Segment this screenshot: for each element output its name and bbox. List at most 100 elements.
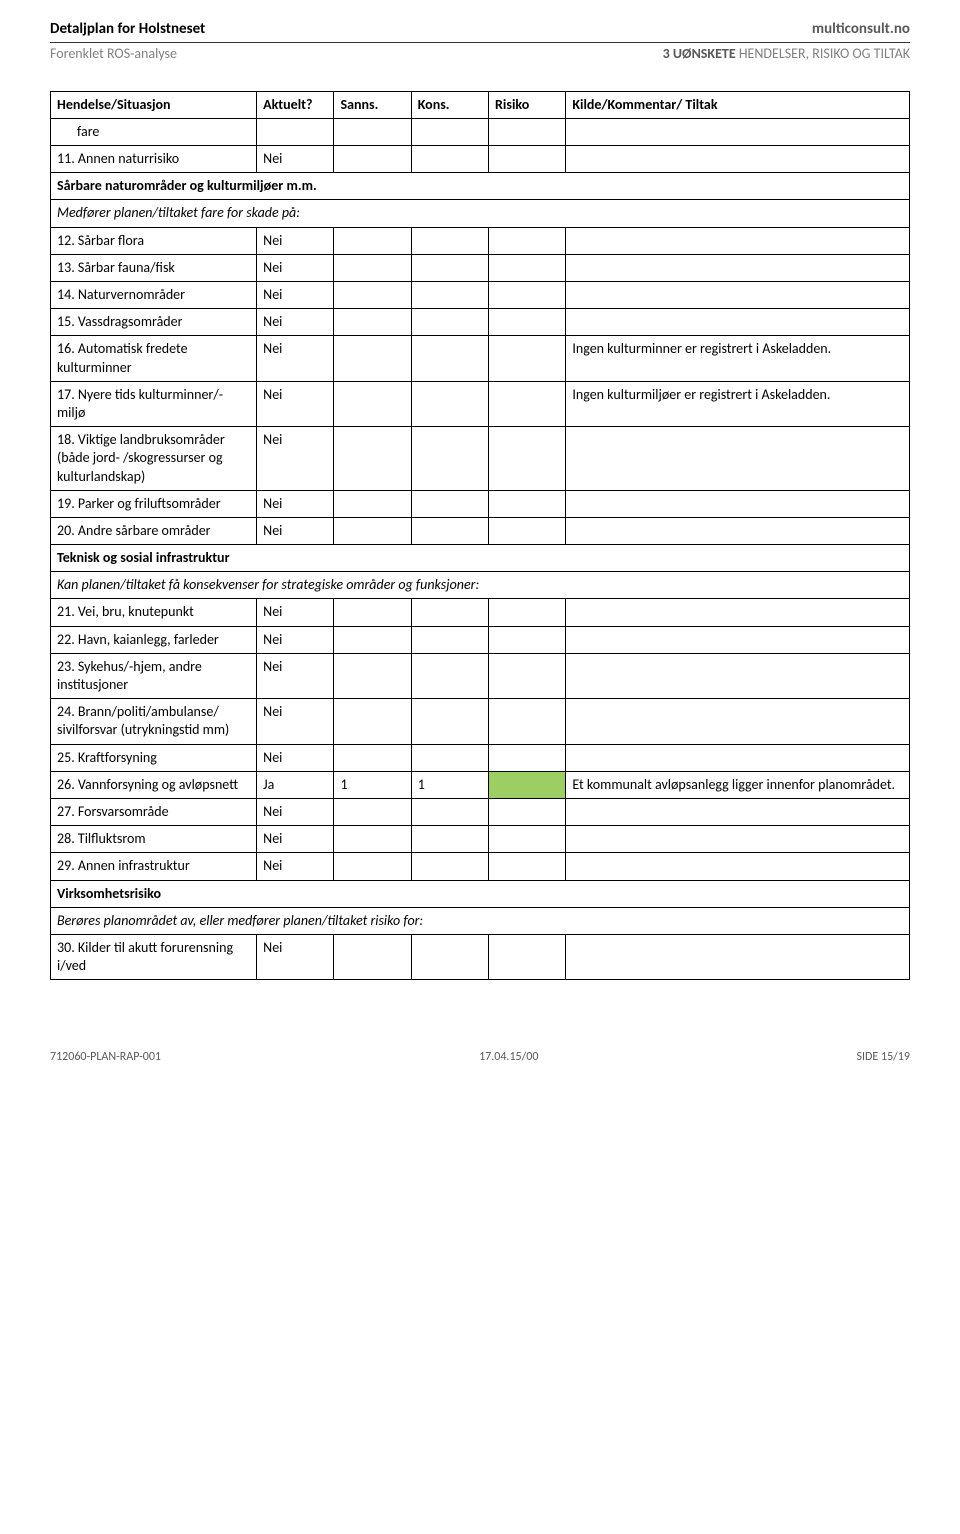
cell-risiko [489,118,566,145]
cell-aktuelt: Nei [257,653,334,698]
table-row: 25. KraftforsyningNei [51,744,910,771]
cell-risiko [489,282,566,309]
footer-right: SIDE 15/19 [857,1050,910,1066]
col-header-kilde: Kilde/Kommentar/ Tiltak [566,91,910,118]
cell-hendelse: 13. Sårbar fauna/fisk [51,254,257,281]
cell-sanns [334,381,411,426]
table-row: 11. Annen naturrisikoNei [51,146,910,173]
page-subheader: Forenklet ROS-analyse 3 UØNSKETE HENDELS… [50,45,910,63]
cell-hendelse: 21. Vei, bru, knutepunkt [51,599,257,626]
cell-hendelse: 17. Nyere tids kulturminner/-miljø [51,381,257,426]
subheader-left: Forenklet ROS-analyse [50,45,177,63]
cell-aktuelt: Nei [257,798,334,825]
table-body: fare11. Annen naturrisikoNeiSårbare natu… [51,118,910,979]
cell-risiko [489,227,566,254]
cell-kons [411,490,488,517]
cell-sanns [334,282,411,309]
cell-kilde [566,309,910,336]
cell-sanns [334,599,411,626]
cell-kons [411,853,488,880]
subheader-right-rest: HENDELSER, RISIKO OG TILTAK [736,45,910,62]
cell-risiko [489,427,566,491]
cell-risiko [489,934,566,979]
table-row: 17. Nyere tids kulturminner/-miljøNeiIng… [51,381,910,426]
italic-cell: Berøres planområdet av, eller medfører p… [51,907,910,934]
cell-risiko [489,653,566,698]
col-header-risiko: Risiko [489,91,566,118]
cell-aktuelt: Nei [257,699,334,744]
cell-aktuelt: Nei [257,309,334,336]
footer-center: 17.04.15/00 [479,1050,538,1066]
table-row: 30. Kilder til akutt forurensning i/vedN… [51,934,910,979]
cell-hendelse: 16. Automatisk fredete kulturminner [51,336,257,381]
section-cell: Virksomhetsrisiko [51,880,910,907]
cell-sanns [334,336,411,381]
subheader-right-bold: 3 UØNSKETE [663,45,736,62]
cell-hendelse: 26. Vannforsyning og avløpsnett [51,771,257,798]
table-row: Kan planen/tiltaket få konsekvenser for … [51,572,910,599]
cell-risiko [489,309,566,336]
cell-aktuelt: Nei [257,381,334,426]
cell-aktuelt: Nei [257,336,334,381]
table-row: 19. Parker og friluftsområderNei [51,490,910,517]
cell-kilde [566,118,910,145]
table-row: 13. Sårbar fauna/fiskNei [51,254,910,281]
cell-kilde [566,146,910,173]
cell-kons [411,381,488,426]
cell-aktuelt: Nei [257,427,334,491]
cell-kons [411,227,488,254]
cell-aktuelt: Nei [257,227,334,254]
cell-risiko [489,490,566,517]
cell-hendelse: fare [51,118,257,145]
cell-hendelse: 28. Tilfluktsrom [51,826,257,853]
cell-hendelse: 27. Forsvarsområde [51,798,257,825]
cell-hendelse: 22. Havn, kaianlegg, farleder [51,626,257,653]
cell-kons [411,254,488,281]
cell-risiko [489,699,566,744]
italic-cell: Medfører planen/tiltaket fare for skade … [51,200,910,227]
table-row: 15. VassdragsområderNei [51,309,910,336]
section-cell: Teknisk og sosial infrastruktur [51,545,910,572]
cell-kilde [566,934,910,979]
cell-hendelse: 24. Brann/politi/ambulanse/ sivilforsvar… [51,699,257,744]
cell-kons [411,744,488,771]
table-row: 20. Andre sårbare områderNei [51,517,910,544]
footer-left: 712060-PLAN-RAP-001 [50,1050,161,1066]
cell-sanns [334,490,411,517]
cell-risiko [489,826,566,853]
cell-aktuelt: Nei [257,254,334,281]
cell-sanns [334,118,411,145]
cell-risiko [489,517,566,544]
cell-sanns [334,653,411,698]
cell-risiko [489,336,566,381]
table-row: 21. Vei, bru, knutepunktNei [51,599,910,626]
cell-aktuelt: Nei [257,826,334,853]
italic-cell: Kan planen/tiltaket få konsekvenser for … [51,572,910,599]
cell-kilde [566,853,910,880]
header-title-left: Detaljplan for Holstneset [50,20,205,40]
cell-hendelse: 11. Annen naturrisiko [51,146,257,173]
cell-aktuelt: Nei [257,146,334,173]
cell-kilde [566,490,910,517]
cell-aktuelt: Nei [257,282,334,309]
cell-kons [411,146,488,173]
cell-hendelse: 15. Vassdragsområder [51,309,257,336]
cell-sanns [334,798,411,825]
cell-aktuelt: Nei [257,490,334,517]
table-row: 12. Sårbar floraNei [51,227,910,254]
cell-sanns [334,853,411,880]
table-header-row: Hendelse/Situasjon Aktuelt? Sanns. Kons.… [51,91,910,118]
cell-kilde [566,626,910,653]
page-header: Detaljplan for Holstneset multiconsult.n… [50,20,910,43]
cell-hendelse: 30. Kilder til akutt forurensning i/ved [51,934,257,979]
cell-kilde [566,517,910,544]
cell-risiko [489,381,566,426]
cell-hendelse: 23. Sykehus/-hjem, andre institusjoner [51,653,257,698]
cell-aktuelt: Nei [257,599,334,626]
table-row: 14. NaturvernområderNei [51,282,910,309]
cell-risiko [489,744,566,771]
table-row: Medfører planen/tiltaket fare for skade … [51,200,910,227]
section-cell: Sårbare naturområder og kulturmiljøer m.… [51,173,910,200]
cell-hendelse: 14. Naturvernområder [51,282,257,309]
table-row: Virksomhetsrisiko [51,880,910,907]
